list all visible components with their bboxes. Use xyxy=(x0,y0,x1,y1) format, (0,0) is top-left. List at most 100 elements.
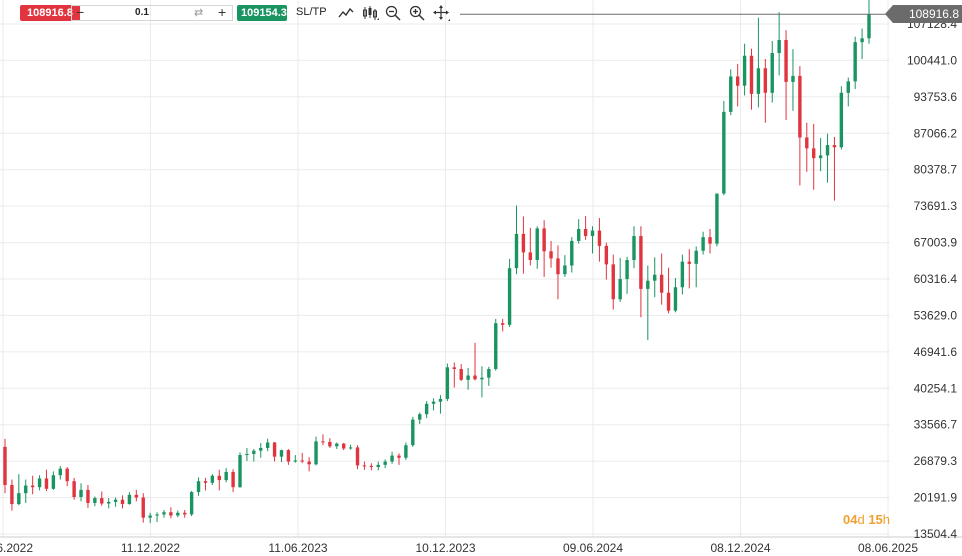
candle-body xyxy=(500,323,505,325)
candle-body xyxy=(169,512,173,516)
candle-body xyxy=(424,403,429,415)
candle-body xyxy=(300,460,304,462)
candle xyxy=(183,510,187,518)
candle xyxy=(597,218,602,262)
candle-body xyxy=(646,280,650,289)
candle-body xyxy=(189,492,194,515)
crosshair-move-icon[interactable] xyxy=(432,4,450,22)
candle xyxy=(825,133,830,183)
candle xyxy=(576,219,581,244)
candle xyxy=(867,0,871,44)
candle xyxy=(839,86,844,150)
candle xyxy=(784,30,788,121)
candle xyxy=(570,237,574,273)
price-tick-label: 73691.3 xyxy=(914,199,958,213)
candle xyxy=(853,36,857,89)
timer-days-unit: d xyxy=(857,512,865,527)
candle xyxy=(335,442,339,450)
swap-icon[interactable]: ⇄ xyxy=(194,7,204,19)
candle xyxy=(37,475,42,491)
candle-body xyxy=(632,236,636,261)
candle-body xyxy=(100,498,104,504)
candle xyxy=(542,220,546,277)
sell-price-button[interactable]: 108916.8 xyxy=(20,5,80,21)
candle xyxy=(445,363,450,402)
candle xyxy=(639,226,643,318)
candle-body xyxy=(79,489,83,497)
price-tick-label: 93753.6 xyxy=(914,90,958,104)
candle xyxy=(293,455,298,463)
candle xyxy=(383,459,387,469)
candle-body xyxy=(694,250,698,264)
candle-body xyxy=(37,478,42,488)
zoom-in-icon[interactable] xyxy=(408,4,426,22)
candle xyxy=(646,265,650,341)
candle xyxy=(494,318,498,371)
candle-body xyxy=(563,265,567,275)
candle xyxy=(611,254,615,310)
candle-body xyxy=(51,475,56,489)
candle xyxy=(189,490,194,517)
candle xyxy=(749,48,754,110)
candle xyxy=(659,253,664,305)
quantity-input[interactable]: 0.1 xyxy=(135,7,149,18)
line-chart-icon[interactable] xyxy=(337,4,355,22)
price-tick-label: 20191.9 xyxy=(914,491,958,505)
candle xyxy=(58,465,62,480)
quantity-stepper[interactable]: − 0.1 ⇄ + xyxy=(71,4,233,21)
candle-body xyxy=(549,251,553,259)
candle-body xyxy=(666,292,671,311)
candle-body xyxy=(839,92,844,148)
buy-price-button[interactable]: 109154.3 xyxy=(237,5,287,21)
candle xyxy=(106,498,111,509)
candle-body xyxy=(576,228,581,241)
zoom-out-icon[interactable] xyxy=(384,4,402,22)
candle xyxy=(252,449,256,462)
candle xyxy=(798,66,802,186)
time-axis: 12.06.2022 11.12.2022 11.06.2023 10.12.2023… xyxy=(0,541,918,555)
candle-body xyxy=(625,260,629,280)
candlestick-type-icon[interactable] xyxy=(361,4,379,22)
candle-body xyxy=(86,489,90,503)
candle xyxy=(514,205,519,275)
candle-body xyxy=(867,14,871,39)
candle-body xyxy=(507,268,512,325)
sltp-button[interactable]: SL/TP xyxy=(296,6,327,18)
candle xyxy=(722,100,726,196)
candle-body xyxy=(791,75,795,82)
candle xyxy=(328,438,332,448)
candle-body xyxy=(321,441,325,443)
quantity-decrease-button[interactable]: − xyxy=(76,4,85,20)
candle-body xyxy=(473,375,477,380)
candle xyxy=(424,401,429,418)
candle xyxy=(466,367,470,390)
candle-body xyxy=(314,441,318,465)
candle xyxy=(729,69,733,116)
candle xyxy=(231,469,235,493)
candle xyxy=(452,362,456,388)
candle xyxy=(376,461,380,471)
candle xyxy=(72,477,76,500)
candle-body xyxy=(542,228,546,252)
candle xyxy=(563,255,567,277)
candle-body xyxy=(196,481,201,493)
candle xyxy=(735,63,740,107)
candle xyxy=(860,28,864,60)
candle-body xyxy=(431,401,436,404)
candle-body xyxy=(245,453,249,456)
candle-body xyxy=(93,498,97,503)
candle xyxy=(134,489,139,502)
price-tick-label: 87066.2 xyxy=(914,126,958,140)
candle-body xyxy=(763,68,768,93)
candle-body xyxy=(514,233,519,269)
candle-body xyxy=(708,237,712,244)
price-tick-label: 13504.4 xyxy=(914,527,958,541)
candle-body xyxy=(231,471,235,488)
candle xyxy=(348,444,353,450)
quantity-increase-button[interactable]: + xyxy=(218,4,227,20)
candle-body xyxy=(680,261,685,288)
candle-body xyxy=(832,145,837,148)
candle xyxy=(418,412,422,424)
candle-body xyxy=(535,228,539,261)
